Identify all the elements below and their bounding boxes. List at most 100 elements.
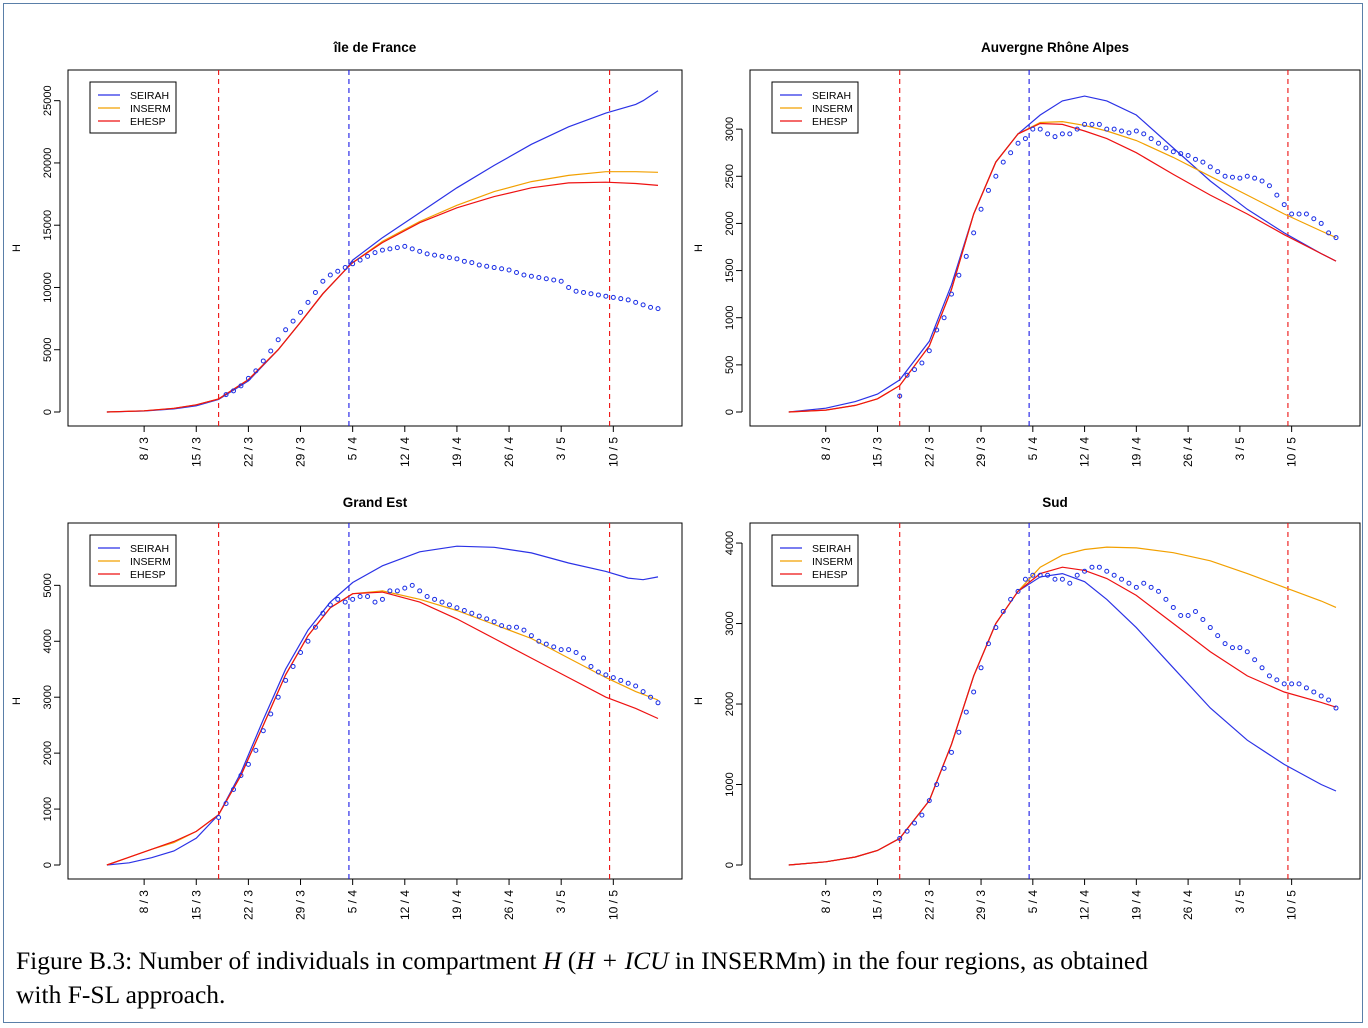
series-line-inserm (788, 120, 1337, 413)
y-axis-label: H (693, 697, 705, 705)
observed-point (1096, 564, 1102, 570)
observed-point (379, 247, 385, 253)
observed-point (1215, 169, 1221, 175)
observed-point (1015, 140, 1021, 146)
series-line-ehesp (106, 591, 659, 866)
observed-point (245, 375, 251, 381)
observed-point (610, 294, 616, 300)
observed-point (1022, 136, 1028, 142)
observed-point (1111, 126, 1117, 132)
observed-point (963, 253, 969, 259)
observed-point (1244, 173, 1250, 179)
observed-point (1067, 580, 1073, 586)
x-tick-label: 3 / 5 (554, 437, 568, 461)
observed-point (1237, 175, 1243, 181)
y-tick-label: 25000 (42, 85, 54, 116)
observed-point (409, 246, 415, 252)
y-tick-label: 20000 (42, 148, 54, 179)
observed-point (956, 272, 962, 278)
observed-point (283, 677, 289, 683)
observed-point (1119, 128, 1125, 134)
observed-point (223, 800, 229, 806)
x-tick-label: 3 / 5 (1233, 437, 1247, 461)
observed-point (394, 588, 400, 594)
observed-point (469, 610, 475, 616)
observed-point (581, 655, 587, 661)
observed-point (581, 289, 587, 295)
x-tick-label: 26 / 4 (502, 890, 516, 920)
x-tick-label: 10 / 5 (1285, 437, 1299, 467)
observed-point (402, 243, 408, 249)
observed-point (1185, 153, 1191, 159)
observed-point (298, 649, 304, 655)
observed-point (558, 647, 564, 653)
observed-point (491, 265, 497, 271)
observed-point (1030, 572, 1036, 578)
x-tick-label: 5 / 4 (1026, 437, 1040, 461)
observed-point (558, 278, 564, 284)
observed-point (521, 272, 527, 278)
observed-point (948, 291, 954, 297)
legend-label-ehesp: EHESP (130, 569, 166, 581)
series-line-seirah (788, 95, 1337, 413)
series-line-ehesp (788, 122, 1337, 413)
observed-point (514, 270, 519, 276)
observed-point (1178, 612, 1184, 618)
x-tick-label: 15 / 3 (871, 437, 885, 467)
y-axis-label: H (11, 244, 23, 252)
observed-point (1000, 159, 1006, 165)
plot-box (749, 69, 1361, 427)
figure-caption: Figure B.3: Number of individuals in com… (16, 944, 1344, 1012)
chart-title: Sud (1042, 495, 1068, 510)
observed-point (1252, 175, 1258, 181)
observed-point (1178, 151, 1184, 157)
observed-point (633, 299, 639, 305)
chart-panel: île de France 0 5000 10000 15000 20000 25000 H 8… (11, 40, 683, 467)
x-tick-label: 19 / 4 (1129, 437, 1143, 467)
caption-text-c: with F-SL approach. (16, 980, 226, 1009)
observed-point (1170, 149, 1176, 155)
x-tick-label: 5 / 4 (346, 437, 360, 461)
observed-point (231, 786, 236, 792)
legend-label-ehesp: EHESP (812, 116, 848, 128)
observed-point (1333, 705, 1339, 711)
caption-math-h-icu: H + ICU (576, 946, 669, 975)
observed-point (506, 267, 512, 273)
observed-point (595, 292, 601, 298)
observed-point (528, 633, 534, 639)
observed-point (912, 820, 917, 826)
y-tick-label: 2000 (724, 211, 736, 235)
observed-point (1148, 136, 1154, 142)
observed-point (1237, 645, 1243, 651)
observed-point (1119, 576, 1125, 582)
observed-point (1104, 568, 1110, 574)
observed-point (484, 263, 490, 269)
observed-point (543, 276, 549, 282)
x-tick-label: 22 / 3 (922, 437, 936, 467)
observed-point (941, 765, 947, 771)
observed-point (1104, 126, 1110, 132)
observed-point (588, 291, 594, 297)
observed-point (357, 594, 363, 600)
observed-point (506, 624, 512, 630)
x-tick-label: 15 / 3 (189, 890, 203, 920)
observed-point (1059, 576, 1065, 582)
observed-point (1126, 130, 1132, 136)
observed-point (476, 613, 482, 619)
observed-point (461, 258, 467, 264)
y-tick-label: 3000 (724, 611, 736, 635)
chart-title: Grand Est (343, 495, 408, 510)
observed-point (655, 306, 661, 312)
observed-point (432, 252, 438, 258)
observed-point (926, 348, 932, 354)
observed-point (439, 599, 445, 605)
observed-point (1281, 681, 1287, 687)
y-tick-label: 15000 (42, 210, 54, 241)
observed-point (573, 649, 579, 655)
observed-point (1281, 202, 1287, 208)
figure-frame (3, 3, 1363, 1023)
observed-point (1126, 580, 1132, 586)
observed-point (275, 694, 281, 700)
y-tick-label: 3000 (42, 685, 54, 709)
observed-point (275, 337, 281, 343)
